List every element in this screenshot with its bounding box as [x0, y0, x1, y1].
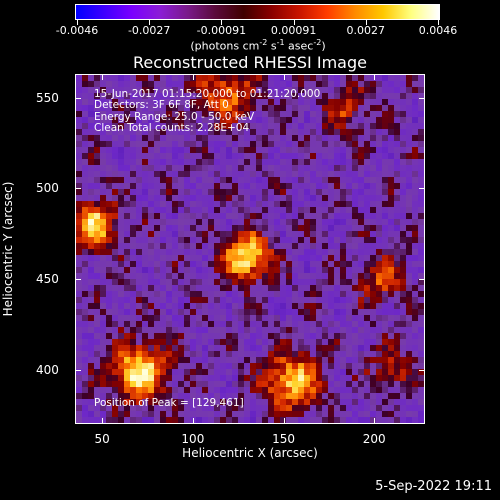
colorbar-tick-label: 0.0027	[346, 24, 386, 37]
colorbar-tick	[77, 20, 78, 25]
colorbar-tick-label: -0.00091	[196, 24, 247, 37]
x-tick	[192, 74, 194, 80]
plot-title: Reconstructed RHESSI Image	[133, 53, 367, 72]
colorbar-tick	[365, 20, 367, 25]
colorbar-units: (photons cm-2 s-1 asec-2)	[190, 38, 326, 53]
colorbar-tick-label: -0.0027	[127, 24, 171, 37]
y-tick	[419, 369, 425, 371]
y-tick	[419, 97, 425, 99]
y-tick-label: 500	[36, 181, 59, 196]
x-tick	[102, 418, 104, 424]
x-tick	[283, 418, 285, 424]
colorbar-tick-label: 0.00091	[270, 24, 317, 37]
y-axis-label: Heliocentric Y (arcsec)	[1, 181, 15, 317]
colorbar-tick	[293, 20, 295, 25]
x-tick-label: 150	[272, 432, 295, 446]
clean-counts-label: Clean Total counts: 2.28E+04	[94, 122, 250, 134]
colorbar-tick-label: -0.0046	[55, 24, 99, 37]
y-tick	[75, 278, 81, 280]
colorbar	[75, 4, 440, 20]
x-tick	[374, 74, 376, 80]
image-plot	[75, 74, 425, 424]
x-tick-label: 50	[94, 432, 110, 446]
y-tick-label: 550	[36, 90, 59, 105]
colorbar-tick	[438, 20, 439, 25]
y-tick-label: 450	[36, 271, 59, 286]
x-axis-label: Heliocentric X (arcsec)	[182, 446, 318, 460]
time-range-label: 15-Jun-2017 01:15:20.000 to 01:21:20.000	[94, 88, 321, 100]
y-tick	[419, 278, 425, 280]
rhessi-image	[76, 75, 424, 423]
colorbar-tick	[221, 20, 223, 25]
timestamp-footer: 5-Sep-2022 19:11	[375, 479, 492, 494]
x-tick-label: 100	[181, 432, 205, 446]
x-tick-label: 200	[362, 432, 386, 446]
y-tick	[75, 369, 81, 371]
detectors-label: Detectors: 3F 6F 8F, Att 0	[94, 99, 229, 111]
colorbar-tick	[149, 20, 151, 25]
energy-range-label: Energy Range: 25.0 - 50.0 keV	[94, 111, 255, 123]
y-tick-label: 400	[36, 362, 59, 377]
y-tick	[419, 188, 425, 190]
peak-position-label: Position of Peak = [129,461]	[94, 397, 244, 409]
y-tick	[75, 97, 81, 99]
x-tick	[102, 74, 104, 80]
x-tick	[192, 418, 194, 424]
colorbar-tick-label: 0.0046	[418, 24, 458, 37]
x-tick	[283, 74, 285, 80]
x-tick	[374, 418, 376, 424]
y-tick	[75, 188, 81, 190]
